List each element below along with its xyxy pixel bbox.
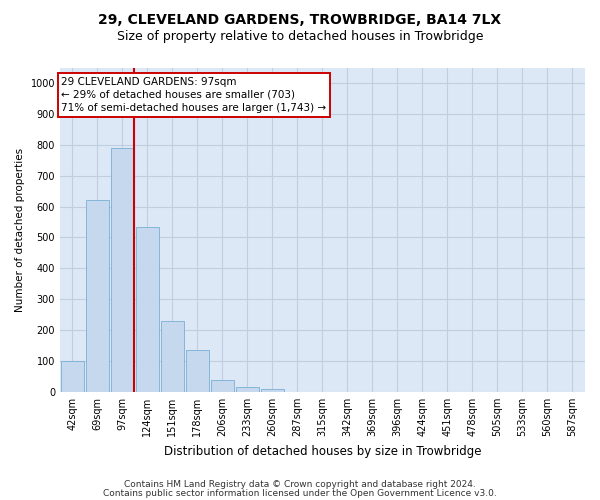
Y-axis label: Number of detached properties: Number of detached properties: [15, 148, 25, 312]
Text: Contains HM Land Registry data © Crown copyright and database right 2024.: Contains HM Land Registry data © Crown c…: [124, 480, 476, 489]
Bar: [261, 389, 284, 392]
Bar: [186, 350, 209, 392]
Text: 29, CLEVELAND GARDENS, TROWBRIDGE, BA14 7LX: 29, CLEVELAND GARDENS, TROWBRIDGE, BA14 …: [98, 12, 502, 26]
Bar: [211, 380, 234, 392]
Bar: [236, 388, 259, 392]
Bar: [161, 321, 184, 392]
Bar: [111, 148, 134, 392]
X-axis label: Distribution of detached houses by size in Trowbridge: Distribution of detached houses by size …: [164, 444, 481, 458]
Bar: [136, 226, 159, 392]
Text: Size of property relative to detached houses in Trowbridge: Size of property relative to detached ho…: [117, 30, 483, 43]
Text: 29 CLEVELAND GARDENS: 97sqm
← 29% of detached houses are smaller (703)
71% of se: 29 CLEVELAND GARDENS: 97sqm ← 29% of det…: [61, 77, 326, 113]
Bar: [61, 361, 84, 392]
Text: Contains public sector information licensed under the Open Government Licence v3: Contains public sector information licen…: [103, 489, 497, 498]
Bar: [86, 200, 109, 392]
